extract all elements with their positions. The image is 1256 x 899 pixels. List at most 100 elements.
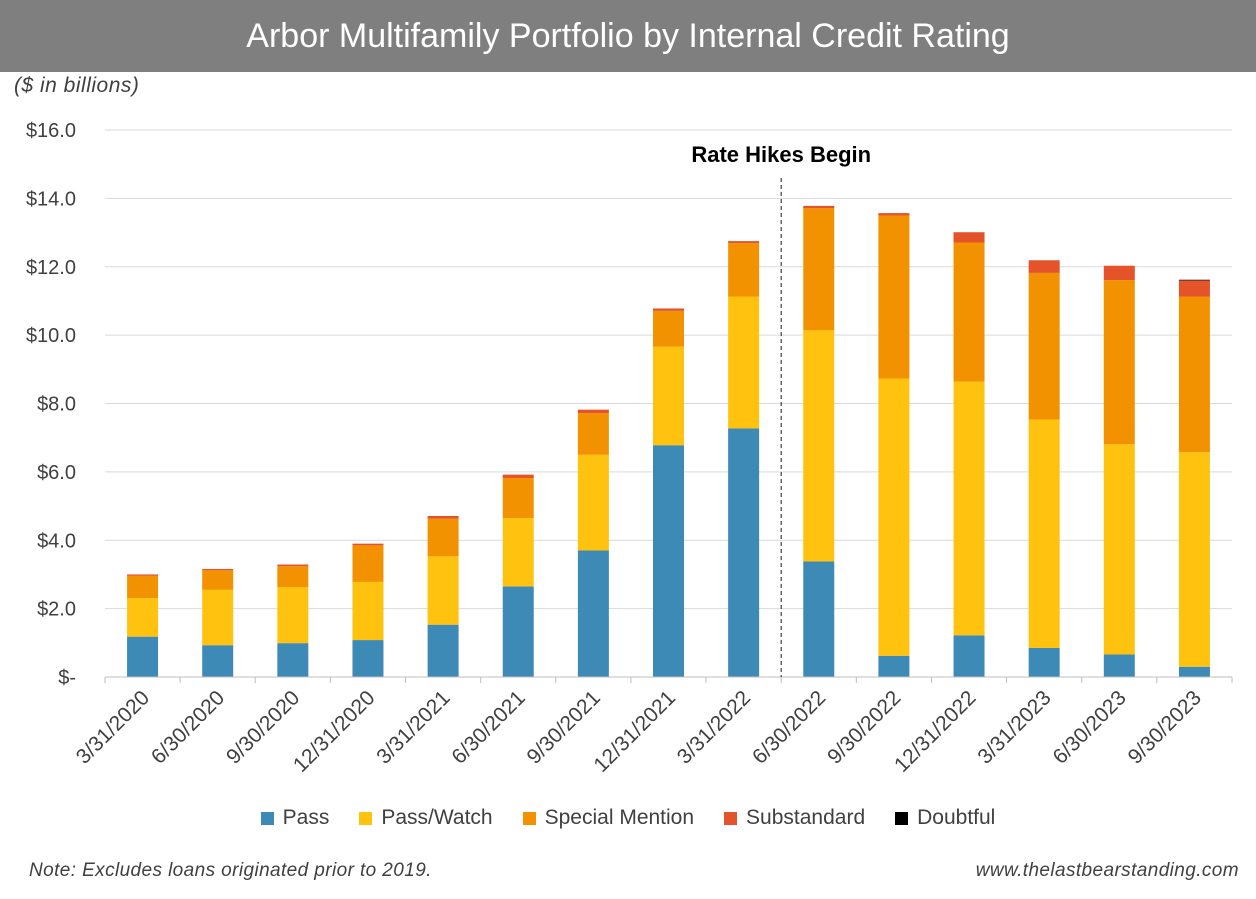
- bar-pass-watch: [277, 587, 309, 644]
- bar-pass: [202, 645, 234, 677]
- bar-special-mention: [878, 215, 910, 379]
- bar-special-mention: [502, 478, 534, 519]
- x-tick-label: 6/30/2020: [147, 686, 229, 768]
- legend-item-pass-watch: Pass/Watch: [359, 806, 493, 830]
- bar-pass-watch: [1178, 452, 1210, 667]
- y-tick-label: $6.0: [37, 462, 76, 484]
- legend-item-pass: Pass: [260, 806, 329, 830]
- bar-pass: [803, 561, 835, 677]
- bar-pass: [577, 550, 609, 677]
- bar-substandard: [803, 205, 835, 209]
- bar-pass-watch: [502, 518, 534, 587]
- bar-substandard: [653, 308, 684, 311]
- y-tick-label: $16.0: [26, 120, 76, 142]
- bar-substandard: [1103, 265, 1135, 281]
- bar-special-mention: [427, 518, 459, 557]
- x-tick-label: 12/31/2021: [589, 686, 680, 777]
- bar-substandard: [1028, 260, 1060, 273]
- bar-substandard: [427, 515, 459, 519]
- bar-pass: [1028, 647, 1060, 677]
- bar-special-mention: [1103, 280, 1135, 445]
- legend-item-substandard: Substandard: [724, 806, 865, 830]
- y-tick-label: $-: [58, 667, 76, 689]
- bar-pass: [127, 636, 159, 677]
- bar-pass: [352, 640, 384, 677]
- bar-substandard: [577, 409, 609, 414]
- y-tick-label: $4.0: [37, 530, 76, 552]
- x-tick-label: 3/31/2022: [673, 686, 755, 768]
- bar-special-mention: [577, 413, 609, 455]
- bar-special-mention: [1178, 296, 1210, 453]
- x-tick-label: 3/31/2023: [973, 686, 1055, 768]
- bar-pass-watch: [127, 598, 159, 637]
- y-tick-label: $8.0: [37, 394, 76, 416]
- bar-substandard: [502, 474, 534, 479]
- x-tick-label: 3/31/2020: [72, 686, 154, 768]
- x-tick-label: 9/30/2023: [1124, 686, 1206, 768]
- bar-pass: [728, 428, 760, 677]
- chart-title: Arbor Multifamily Portfolio by Internal …: [0, 0, 1256, 72]
- legend-label-substandard: Substandard: [746, 806, 866, 829]
- x-tick-label: 12/31/2022: [890, 686, 981, 777]
- bar-stacks: [127, 205, 1210, 677]
- legend-item-special-mention: Special Mention: [522, 806, 695, 830]
- bar-pass-watch: [1028, 419, 1060, 648]
- legend-swatch-pass: [260, 811, 274, 825]
- bar-substandard: [352, 543, 384, 546]
- bar-special-mention: [277, 566, 309, 588]
- bar-special-mention: [803, 208, 835, 331]
- bar-pass-watch: [202, 589, 234, 646]
- bar-substandard: [878, 213, 910, 216]
- bar-pass-watch: [577, 454, 609, 551]
- x-tick-label: 6/30/2023: [1049, 686, 1131, 768]
- legend-label-doubtful: Doubtful: [917, 806, 996, 829]
- annotation-layer: Rate Hikes Begin: [691, 142, 871, 677]
- bar-pass-watch: [653, 346, 684, 446]
- bar-pass-watch: [953, 381, 985, 636]
- bar-substandard: [1178, 280, 1210, 297]
- bar-pass-watch: [427, 556, 459, 625]
- y-tick-label: $12.0: [26, 257, 76, 279]
- bar-doubtful: [1178, 279, 1210, 281]
- bar-special-mention: [352, 545, 384, 582]
- legend-label-special-mention: Special Mention: [544, 806, 695, 829]
- bar-pass: [1178, 666, 1210, 677]
- bar-pass: [277, 643, 309, 677]
- x-tick-label: 6/30/2022: [748, 686, 830, 768]
- y-tick-label: $2.0: [37, 599, 76, 621]
- bar-special-mention: [953, 242, 985, 382]
- legend-swatch-substandard: [724, 811, 738, 825]
- bar-pass: [502, 586, 534, 677]
- legend-label-pass-watch: Pass/Watch: [381, 806, 493, 829]
- bar-pass-watch: [878, 378, 910, 656]
- bar-pass: [427, 624, 459, 677]
- legend: Pass Pass/Watch Special Mention Substand…: [0, 806, 1256, 830]
- rate-hike-label: Rate Hikes Begin: [691, 142, 871, 167]
- x-tick-label: 3/31/2021: [372, 686, 454, 768]
- bar-pass-watch: [1103, 444, 1135, 655]
- legend-item-doubtful: Doubtful: [895, 806, 995, 830]
- legend-swatch-doubtful: [895, 811, 909, 825]
- bar-special-mention: [728, 243, 760, 297]
- bar-substandard: [202, 568, 234, 571]
- bar-substandard: [277, 564, 309, 567]
- bar-substandard: [953, 232, 985, 243]
- footnote: Note: Excludes loans originated prior to…: [29, 860, 432, 881]
- units-label: ($ in billions): [14, 74, 140, 97]
- bar-special-mention: [653, 310, 684, 347]
- source-url: www.thelastbearstanding.com: [975, 860, 1239, 881]
- bar-special-mention: [127, 575, 159, 599]
- bar-special-mention: [202, 570, 234, 590]
- x-tick-label: 12/31/2020: [289, 686, 380, 777]
- y-tick-label: $10.0: [26, 325, 76, 347]
- bar-pass-watch: [728, 296, 760, 429]
- y-tick-label: $14.0: [26, 188, 76, 210]
- legend-swatch-pass-watch: [359, 811, 373, 825]
- bar-pass: [1103, 654, 1135, 677]
- bar-pass: [953, 635, 985, 677]
- bar-substandard: [127, 574, 159, 576]
- bar-special-mention: [1028, 272, 1060, 420]
- bar-pass-watch: [803, 330, 835, 562]
- bar-pass: [653, 445, 684, 677]
